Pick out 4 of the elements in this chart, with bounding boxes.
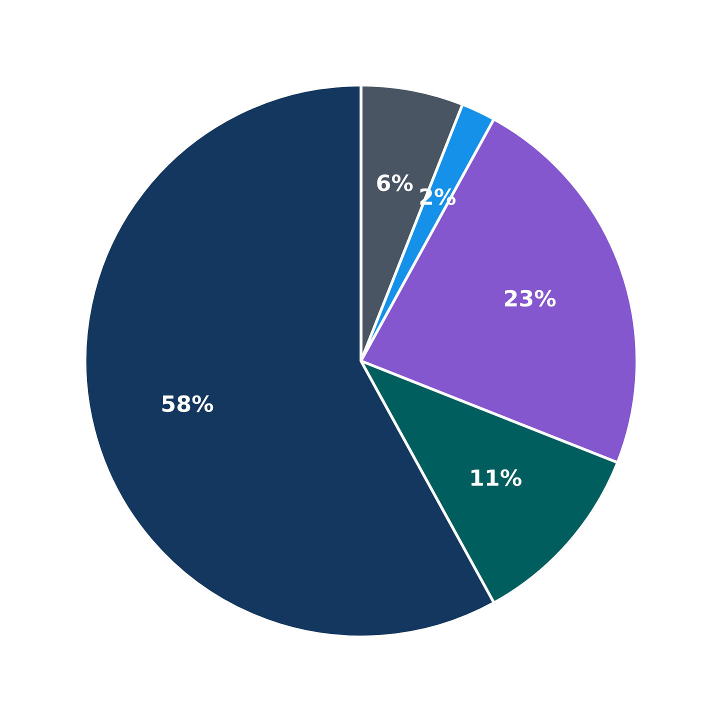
data-label: 6% — [377, 174, 413, 192]
data-label: 58% — [162, 395, 214, 412]
data-label: 11% — [471, 469, 522, 486]
data-label: 23% — [504, 290, 556, 307]
